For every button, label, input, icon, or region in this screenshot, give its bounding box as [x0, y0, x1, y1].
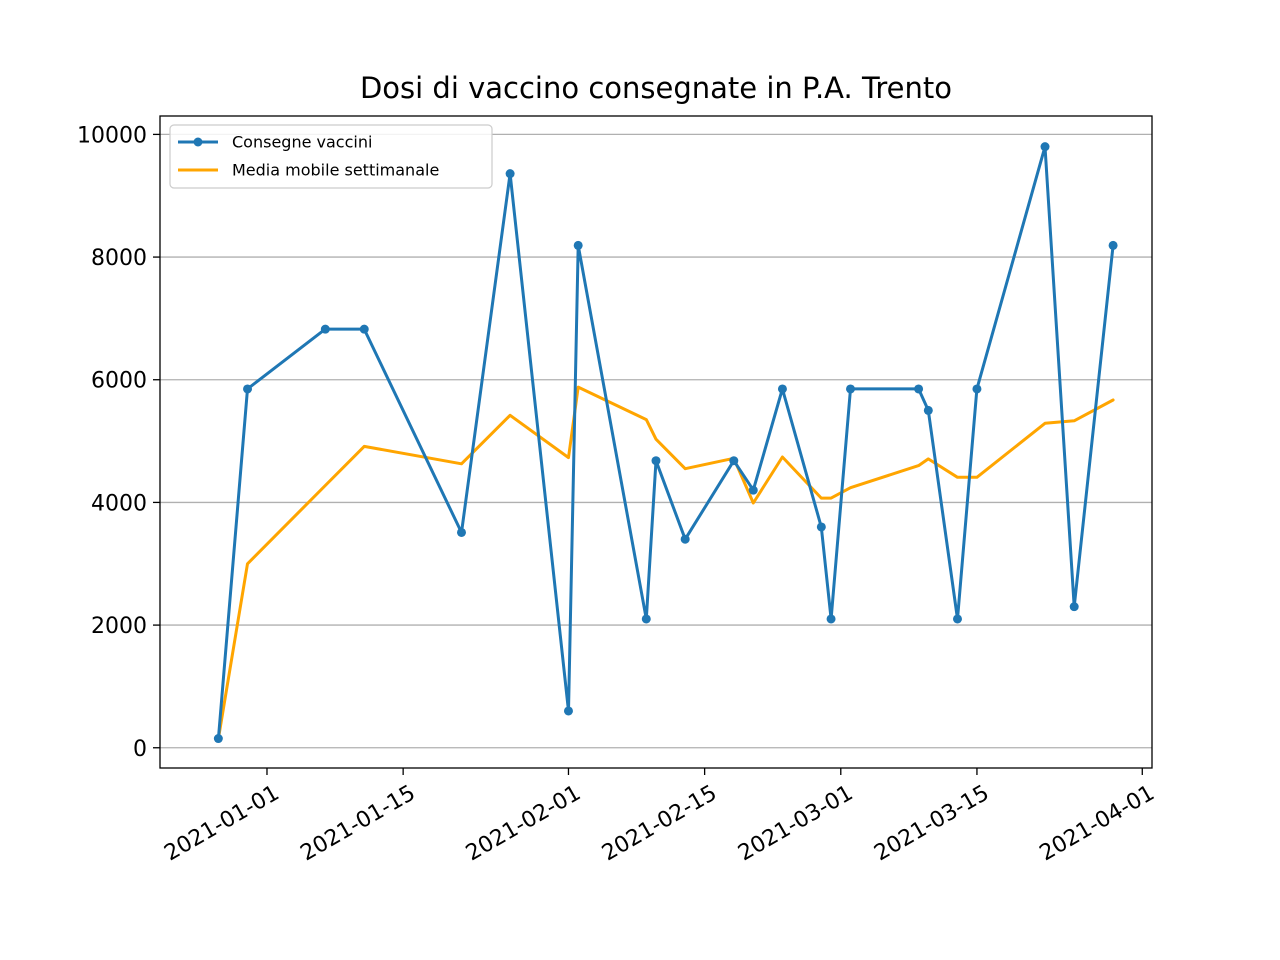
data-point-consegne [1069, 602, 1079, 612]
data-point-consegne [359, 324, 369, 334]
y-tick-label: 10000 [77, 123, 147, 148]
data-point-consegne [816, 522, 826, 532]
data-point-consegne [320, 324, 330, 334]
legend-box [169, 124, 493, 189]
legend-label-consegne: Consegne vaccini [232, 133, 372, 152]
y-tick-label: 2000 [91, 614, 147, 639]
data-point-consegne [456, 527, 466, 537]
y-tick-label: 8000 [91, 246, 147, 271]
data-point-consegne [1108, 240, 1118, 250]
data-point-consegne [563, 706, 573, 716]
data-point-consegne [573, 240, 583, 250]
y-tick-label: 4000 [91, 491, 147, 516]
legend-marker-consegne [193, 137, 203, 147]
chart-title: Dosi di vaccino consegnate in P.A. Trent… [360, 71, 952, 105]
data-point-consegne [846, 384, 856, 394]
data-point-consegne [914, 384, 924, 394]
data-point-consegne [777, 384, 787, 394]
grid [160, 133, 1152, 749]
series-line-media [216, 385, 1115, 741]
data-point-consegne [729, 456, 739, 466]
series-group [213, 142, 1118, 744]
series-line-consegne [216, 145, 1115, 741]
data-point-consegne [1040, 142, 1050, 152]
y-tick-label: 6000 [91, 369, 147, 394]
y-tick-label: 0 [133, 737, 147, 762]
data-point-consegne [923, 405, 933, 415]
data-point-consegne [641, 614, 651, 624]
data-point-consegne [505, 169, 515, 179]
data-point-consegne [651, 456, 661, 466]
data-point-consegne [680, 534, 690, 544]
plot-frame [159, 115, 1153, 769]
plot-area [160, 116, 1152, 768]
legend-label-media: Media mobile settimanale [232, 161, 439, 180]
data-point-consegne [972, 384, 982, 394]
data-point-consegne [826, 614, 836, 624]
data-point-consegne [213, 734, 223, 744]
data-point-consegne [952, 614, 962, 624]
data-point-consegne [748, 485, 758, 495]
data-point-consegne [243, 384, 253, 394]
legend: Consegne vaccini Media mobile settimanal… [169, 124, 493, 189]
